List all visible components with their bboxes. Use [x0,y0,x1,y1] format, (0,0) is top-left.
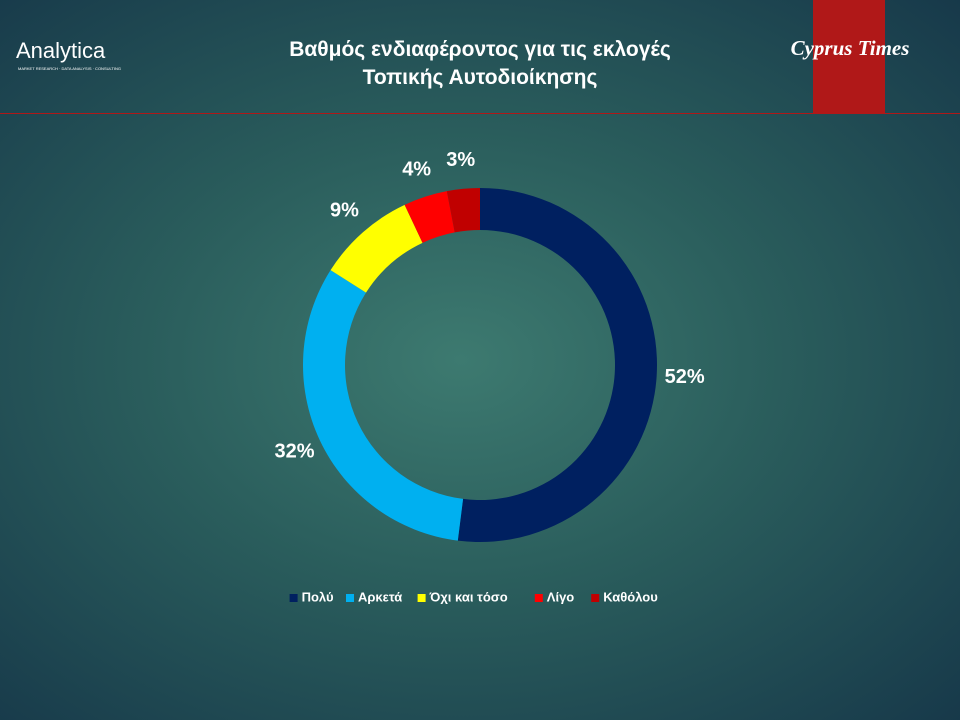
legend-label: Λίγο [547,589,575,604]
legend-swatch [346,594,354,602]
data-label: 9% [330,200,359,222]
donut-slice [457,188,657,542]
legend-label: Καθόλου [603,589,658,604]
logo-tagline: MARKET RESEARCH · DATA ANALYSIS · CONSUL… [18,66,121,71]
chart-title: Βαθμός ενδιαφέροντος για τις εκλογές Τοπ… [289,38,671,89]
legend-swatch [417,594,426,602]
brand-tab [813,0,885,114]
legend-label: Πολύ [302,589,334,604]
logo: Analytica [16,38,106,63]
data-label: 52% [665,366,705,388]
donut-slice [302,270,464,541]
donut-slice [446,188,480,233]
legend-label: Αρκετά [358,589,402,604]
brand: Cyprus Times [790,36,910,60]
legend-swatch [534,594,543,602]
legend-swatch [591,594,600,602]
legend-swatch [289,594,298,602]
data-label: 3% [446,149,475,171]
data-label: 32% [274,441,314,463]
donut-slice [330,204,423,293]
header-rule [0,113,960,114]
donut-slice [404,191,455,243]
data-label: 4% [402,158,431,180]
legend-label: Όχι και τόσο [429,589,508,604]
